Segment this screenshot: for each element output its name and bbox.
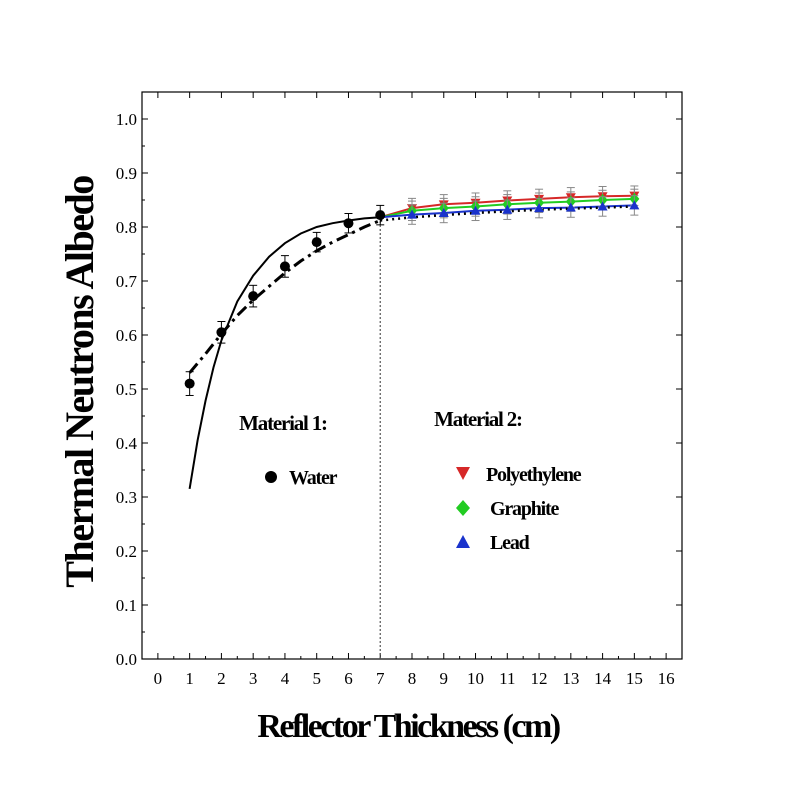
y-tick-label: 1.0 — [116, 110, 137, 129]
legend-marker-lead — [456, 535, 470, 548]
legend-label-graphite: Graphite — [490, 498, 559, 520]
y-tick-label: 0.8 — [116, 218, 137, 237]
legend-label-water: Water — [289, 467, 338, 489]
material2-title: Material 2: — [434, 407, 522, 431]
x-tick-label: 9 — [440, 669, 449, 688]
legend-marker-water — [265, 471, 277, 483]
fit-curves — [188, 194, 635, 490]
x-axis-title: Reflector Thickness (cm) — [257, 708, 560, 745]
material1-title: Material 1: — [239, 411, 327, 435]
y-tick-label: 0.9 — [116, 164, 137, 183]
y-tick-label: 0.6 — [116, 326, 137, 345]
y-tick-label: 0.7 — [116, 272, 138, 291]
x-tick-label: 0 — [154, 669, 163, 688]
lead-point — [629, 200, 640, 210]
water-point — [311, 237, 322, 248]
water-point — [279, 261, 290, 272]
legend-label-polyethylene: Polyethylene — [486, 464, 582, 486]
x-tick-label: 4 — [281, 669, 290, 688]
x-tick-label: 16 — [658, 669, 675, 688]
x-axis-ticks: 0 1 2 3 4 5 6 7 8 9 10 11 12 13 14 15 16 — [154, 92, 675, 688]
legend-label-lead: Lead — [490, 532, 530, 554]
x-tick-label: 7 — [376, 669, 385, 688]
y-axis-title: Thermal Neutrons Albedo — [57, 176, 102, 588]
x-tick-label: 2 — [217, 669, 226, 688]
legend-marker-polyethylene — [456, 467, 470, 480]
legend-marker-graphite — [456, 500, 470, 516]
water-point — [248, 291, 259, 302]
data-series — [184, 185, 640, 396]
x-tick-label: 11 — [499, 669, 515, 688]
x-tick-label: 15 — [626, 669, 643, 688]
water-fit-solid — [188, 216, 381, 490]
lead-point — [597, 201, 608, 211]
water-point — [343, 218, 354, 229]
lead-point — [502, 204, 513, 214]
water-point — [375, 210, 386, 221]
y-tick-label: 0.1 — [116, 596, 137, 615]
lead-point — [470, 205, 481, 215]
lead-point — [438, 207, 449, 217]
x-tick-label: 5 — [312, 669, 321, 688]
y-tick-label: 0.0 — [116, 650, 137, 669]
x-tick-label: 13 — [562, 669, 579, 688]
y-tick-label: 0.4 — [116, 434, 138, 453]
x-tick-label: 8 — [408, 669, 417, 688]
y-axis-ticks: 0.0 0.1 0.2 0.3 0.4 0.5 0.6 0.7 0.8 0.9 1.0 — [116, 110, 682, 669]
lead-point — [565, 202, 576, 212]
x-tick-label: 1 — [185, 669, 194, 688]
water-point — [216, 327, 227, 338]
x-tick-label: 3 — [249, 669, 258, 688]
legend: Water Polyethylene Graphite Lead — [265, 464, 583, 554]
y-tick-label: 0.5 — [116, 380, 137, 399]
y-tick-label: 0.2 — [116, 542, 137, 561]
water-point — [184, 378, 195, 389]
plot-frame — [141, 91, 683, 660]
x-tick-label: 14 — [594, 669, 612, 688]
x-tick-label: 12 — [531, 669, 548, 688]
lead-point — [407, 209, 417, 219]
y-tick-label: 0.3 — [116, 488, 137, 507]
lead-point — [534, 203, 545, 213]
x-tick-label: 10 — [467, 669, 484, 688]
x-tick-label: 6 — [344, 669, 353, 688]
